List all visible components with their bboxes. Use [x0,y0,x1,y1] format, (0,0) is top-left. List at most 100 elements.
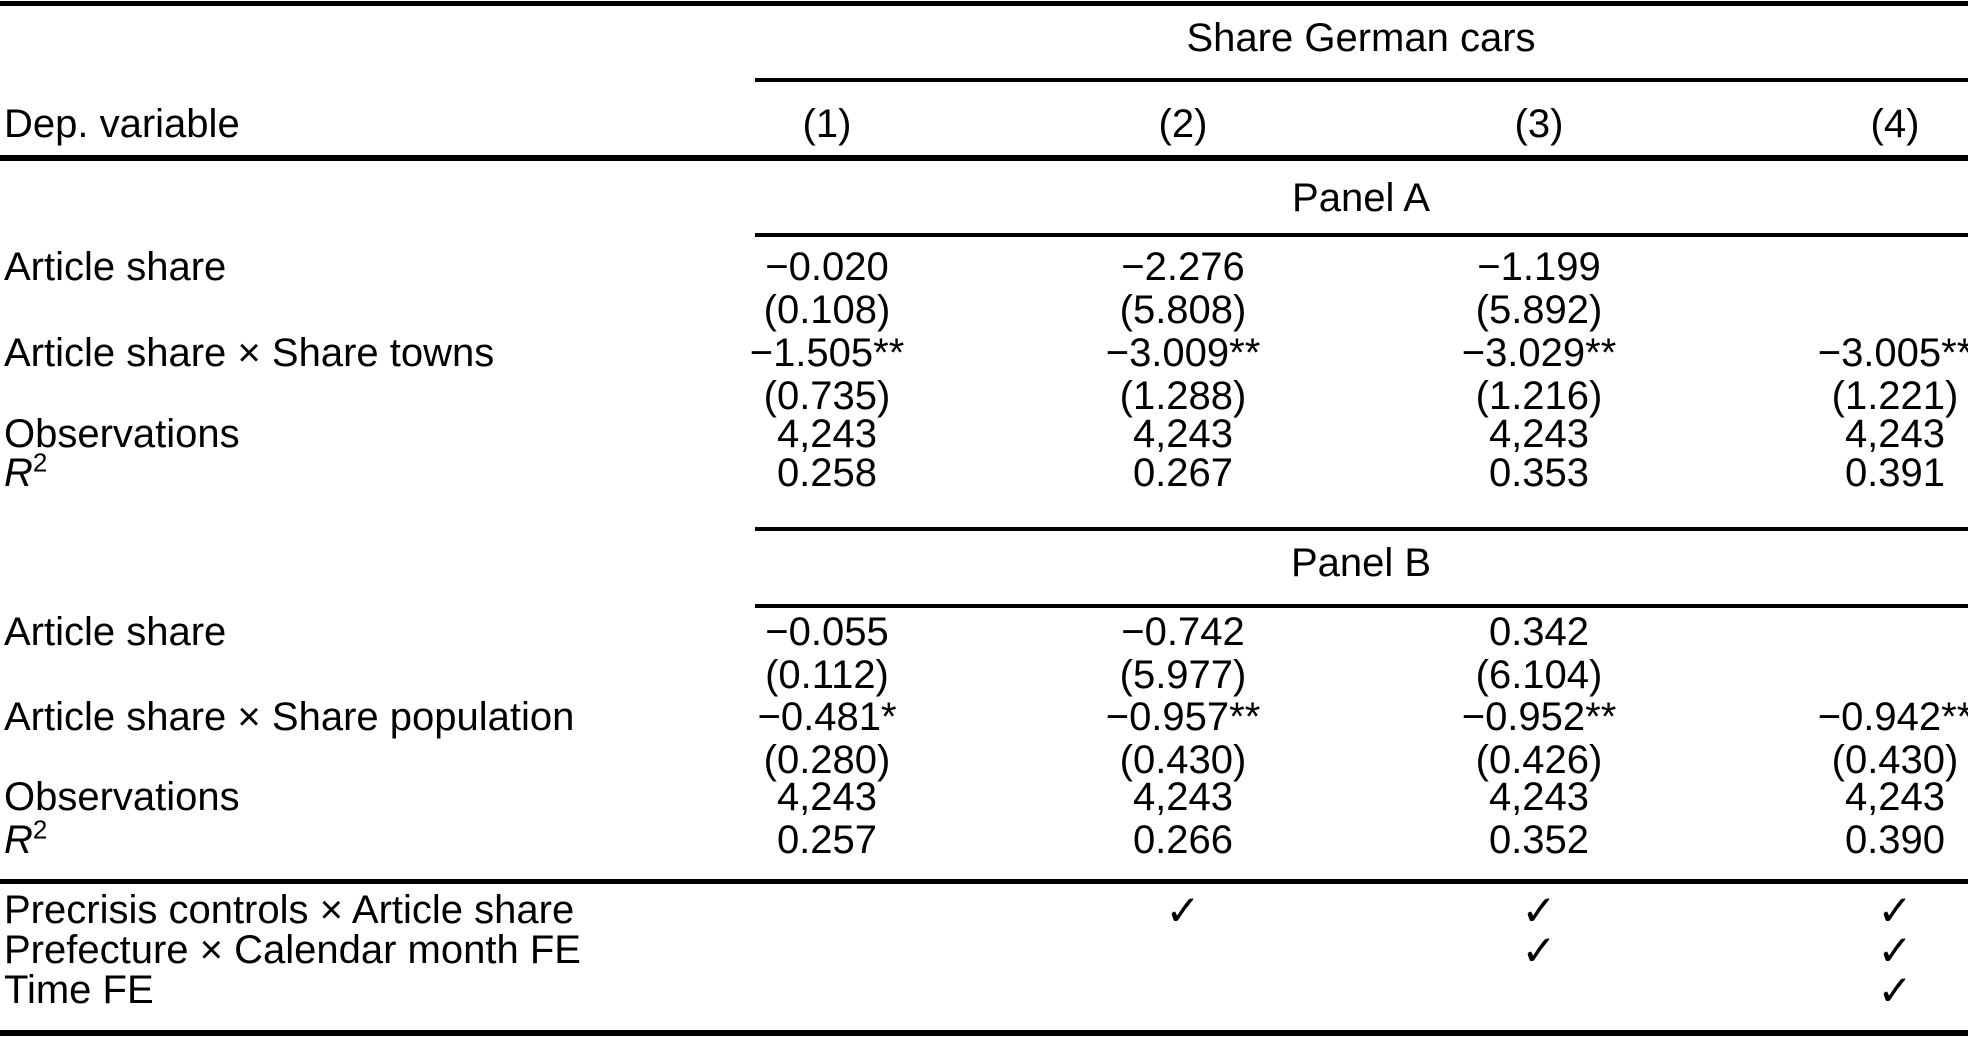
panel-a-underline-rule [755,233,1968,237]
r2-cell: 0.353 [1488,450,1590,495]
r-symbol: R [4,817,33,862]
se-cell: (0.430) [1831,737,1959,782]
spanner-row: Share German cars [0,16,1968,60]
r2-cell: 0.391 [1844,450,1946,495]
fe-check-cell: ✓ [1361,926,1717,975]
panel-a-title-row: Panel A [0,176,1968,220]
row-label: Observations [4,774,240,819]
fe-check-cell: ✓ [1361,886,1717,935]
row-label: Precrisis controls × Article share [4,887,575,932]
spanner-underline-rule [755,78,1968,82]
fe-check-cell: ✓ [1005,886,1361,935]
checkmark-icon: ✓ [1877,885,1913,935]
se-cell: (5.808) [1119,287,1247,332]
se-cell: (5.977) [1119,652,1247,697]
column-header-4: (4) [1870,101,1920,146]
table-row: Article share × Share population −0.481*… [0,695,1968,739]
coef-cell: −0.952** [1461,694,1617,739]
se-cell: (0.735) [763,373,891,418]
table-row: (0.108) (5.808) (5.892) [0,288,1968,332]
panel-b-title: Panel B [1290,540,1432,585]
obs-cell: 4,243 [1844,774,1946,819]
se-cell: (0.112) [765,652,889,697]
obs-cell: 4,243 [1844,411,1946,456]
obs-cell: 4,243 [1132,774,1234,819]
column-header-1: (1) [802,101,852,146]
panel-b-top-rule [755,527,1968,531]
r-squared-label: R2 [0,449,649,496]
dep-variable-label: Dep. variable [4,101,240,146]
table-row: Observations 4,243 4,243 4,243 4,243 [0,775,1968,819]
se-cell: (1.288) [1119,373,1247,418]
header-rule [0,155,1968,161]
top-rule [0,1,1968,6]
table-row: Article share −0.055 −0.742 0.342 [0,610,1968,654]
obs-cell: 4,243 [1132,411,1234,456]
coef-cell: −1.199 [1477,244,1601,289]
table-row: (0.280) (0.430) (0.426) (0.430) [0,738,1968,782]
panel-b-underline-rule [755,604,1968,608]
checkmark-icon: ✓ [1521,885,1557,935]
r-symbol: R [4,450,33,495]
obs-cell: 4,243 [776,411,878,456]
table-row: R2 0.258 0.267 0.353 0.391 [0,449,1968,496]
se-cell: (1.221) [1831,373,1959,418]
r-exponent: 2 [32,447,48,478]
r-exponent: 2 [32,814,48,845]
checkmark-icon: ✓ [1165,885,1201,935]
table-row: Article share × Share towns −1.505** −3.… [0,331,1968,375]
r-squared-label: R2 [0,816,649,863]
spanner-title: Share German cars [1186,15,1536,60]
coef-cell: −0.020 [765,244,889,289]
checkmark-icon: ✓ [1877,965,1913,1015]
se-cell: (1.216) [1475,373,1603,418]
coef-cell: −0.055 [765,609,889,654]
panel-a-title: Panel A [1292,175,1430,220]
obs-cell: 4,243 [776,774,878,819]
coef-cell: −1.505** [749,330,905,375]
coef-cell: −2.276 [1121,244,1245,289]
row-label: Observations [4,411,240,456]
obs-cell: 4,243 [1488,411,1590,456]
r2-cell: 0.267 [1132,450,1234,495]
table-row: Precrisis controls × Article share ✓ ✓ ✓ [0,886,1968,935]
coef-cell: −3.005** [1817,330,1968,375]
row-label: Prefecture × Calendar month FE [4,927,581,972]
coef-cell: −3.009** [1105,330,1261,375]
obs-cell: 4,243 [1488,774,1590,819]
column-header-2: (2) [1158,101,1208,146]
footer-rule [0,879,1968,884]
table-row: Time FE ✓ [0,966,1968,1015]
r2-cell: 0.352 [1488,817,1590,862]
se-cell: (5.892) [1475,287,1603,332]
coef-cell: −3.029** [1461,330,1617,375]
se-cell: (0.430) [1119,737,1247,782]
fe-check-cell: ✓ [1717,966,1968,1015]
coef-cell: −0.942** [1817,694,1968,739]
fe-check-cell: ✓ [1717,886,1968,935]
se-cell: (0.108) [763,287,891,332]
checkmark-icon: ✓ [1877,925,1913,975]
r2-cell: 0.258 [776,450,878,495]
row-label: Article share [4,609,227,654]
table-row: Article share −0.020 −2.276 −1.199 [0,245,1968,289]
coef-cell: −0.742 [1121,609,1245,654]
column-header-row: Dep. variable (1) (2) (3) (4) [0,102,1968,146]
table-row: Prefecture × Calendar month FE ✓ ✓ [0,926,1968,975]
coef-cell: 0.342 [1488,609,1590,654]
r2-cell: 0.257 [776,817,878,862]
table-row: R2 0.257 0.266 0.352 0.390 [0,816,1968,863]
r2-cell: 0.390 [1844,817,1946,862]
row-label: Article share × Share population [4,694,575,739]
row-label: Article share [4,244,227,289]
coef-cell: −0.957** [1105,694,1261,739]
se-cell: (0.280) [763,737,891,782]
table-row: (0.112) (5.977) (6.104) [0,653,1968,697]
table-row: Observations 4,243 4,243 4,243 4,243 [0,412,1968,456]
table-row: (0.735) (1.288) (1.216) (1.221) [0,374,1968,418]
panel-b-title-row: Panel B [0,541,1968,585]
se-cell: (6.104) [1475,652,1603,697]
fe-check-cell: ✓ [1717,926,1968,975]
coef-cell: −0.481* [757,694,897,739]
